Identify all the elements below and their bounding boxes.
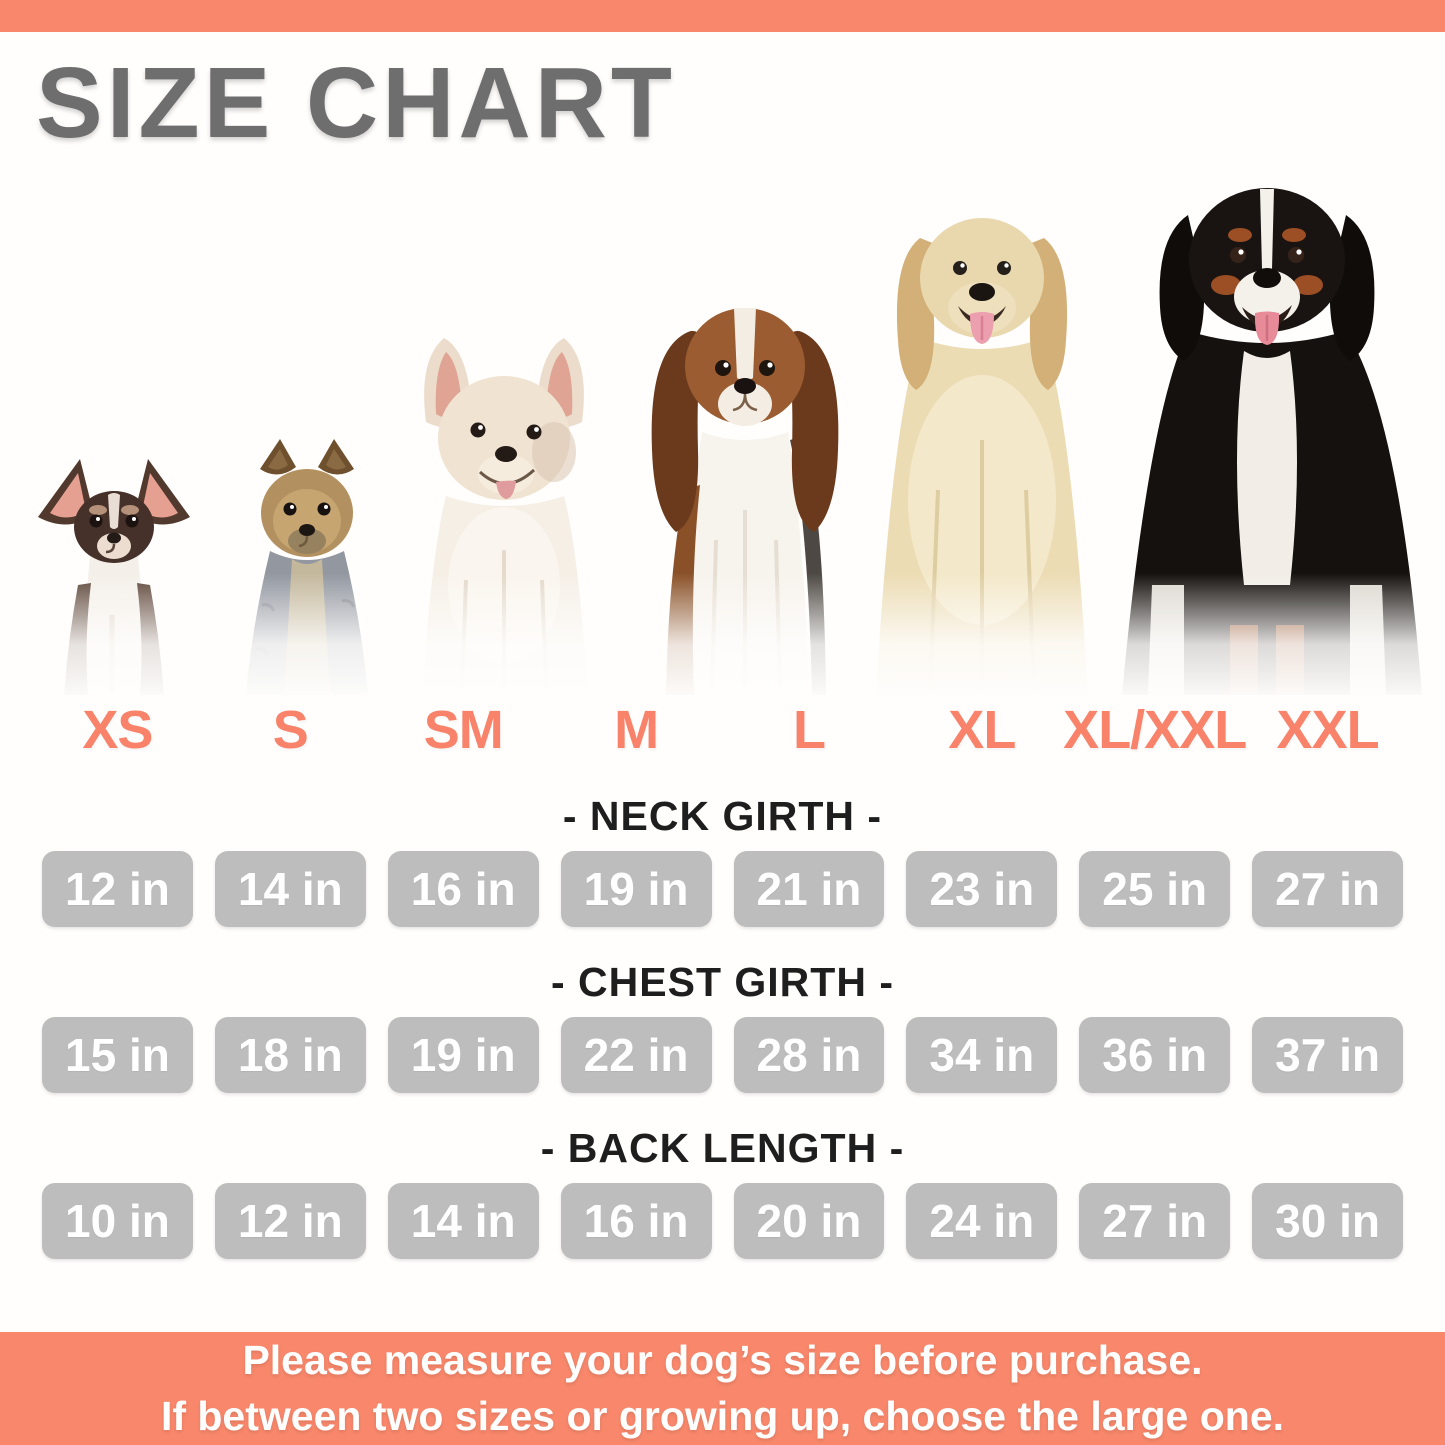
size-label-m: M (614, 700, 659, 760)
footer-line-1: Please measure your dog’s size before pu… (242, 1337, 1203, 1384)
back-length-value: 14 in (387, 1183, 539, 1259)
size-label-sm: SM (423, 700, 504, 760)
dog-fade-overlay (0, 573, 1445, 703)
footer-banner: Please measure your dog’s size before pu… (0, 1332, 1445, 1445)
chest-girth-value: 22 in (560, 1017, 712, 1093)
neck-girth-value: 25 in (1079, 851, 1231, 927)
back-length-value: 20 in (733, 1183, 885, 1259)
chest-girth-value: 18 in (214, 1017, 366, 1093)
neck-girth-value: 14 in (214, 851, 366, 927)
top-accent-bar (0, 0, 1445, 32)
back-length-value: 27 in (1079, 1183, 1231, 1259)
back-length-value: 10 in (42, 1183, 193, 1259)
back-length-value: 30 in (1252, 1183, 1403, 1259)
back-length-heading: - BACK LENGTH - (540, 1125, 905, 1171)
neck-girth-value: 19 in (560, 851, 712, 927)
chest-girth-value: 37 in (1252, 1017, 1403, 1093)
chest-girth-heading: - CHEST GIRTH - (551, 959, 894, 1005)
page-title: SIZE CHART (36, 47, 676, 159)
size-label-xl: XL (948, 700, 1016, 760)
neck-girth-row: 12 in 14 in 16 in 19 in 21 in 23 in 25 i… (0, 851, 1445, 927)
chest-girth-value: 36 in (1079, 1017, 1231, 1093)
back-length-value: 12 in (214, 1183, 366, 1259)
neck-girth-value: 12 in (42, 851, 193, 927)
footer-line-2: If between two sizes or growing up, choo… (160, 1392, 1285, 1439)
neck-girth-value: 21 in (733, 851, 885, 927)
neck-girth-value: 27 in (1252, 851, 1403, 927)
size-label-xxl: XXL (1276, 700, 1380, 760)
chest-girth-value: 15 in (42, 1017, 193, 1093)
dog-lineup (0, 140, 1445, 703)
back-length-value: 16 in (560, 1183, 712, 1259)
neck-girth-heading: - NECK GIRTH - (562, 793, 883, 839)
size-label-l: L (792, 700, 826, 760)
neck-girth-value: 23 in (906, 851, 1058, 927)
size-labels-row: XS S SM M L XL XL/XXL XXL (0, 696, 1445, 764)
chest-girth-value: 34 in (906, 1017, 1058, 1093)
chest-girth-value: 19 in (387, 1017, 539, 1093)
size-label-s: S (272, 700, 309, 760)
back-length-row: 10 in 12 in 14 in 16 in 20 in 24 in 27 i… (0, 1183, 1445, 1259)
chest-girth-value: 28 in (733, 1017, 885, 1093)
neck-girth-value: 16 in (387, 851, 539, 927)
chest-girth-row: 15 in 18 in 19 in 22 in 28 in 34 in 36 i… (0, 1017, 1445, 1093)
size-label-xs: XS (82, 700, 153, 760)
size-label-xl-xxl: XL/XXL (1063, 700, 1247, 760)
back-length-value: 24 in (906, 1183, 1058, 1259)
